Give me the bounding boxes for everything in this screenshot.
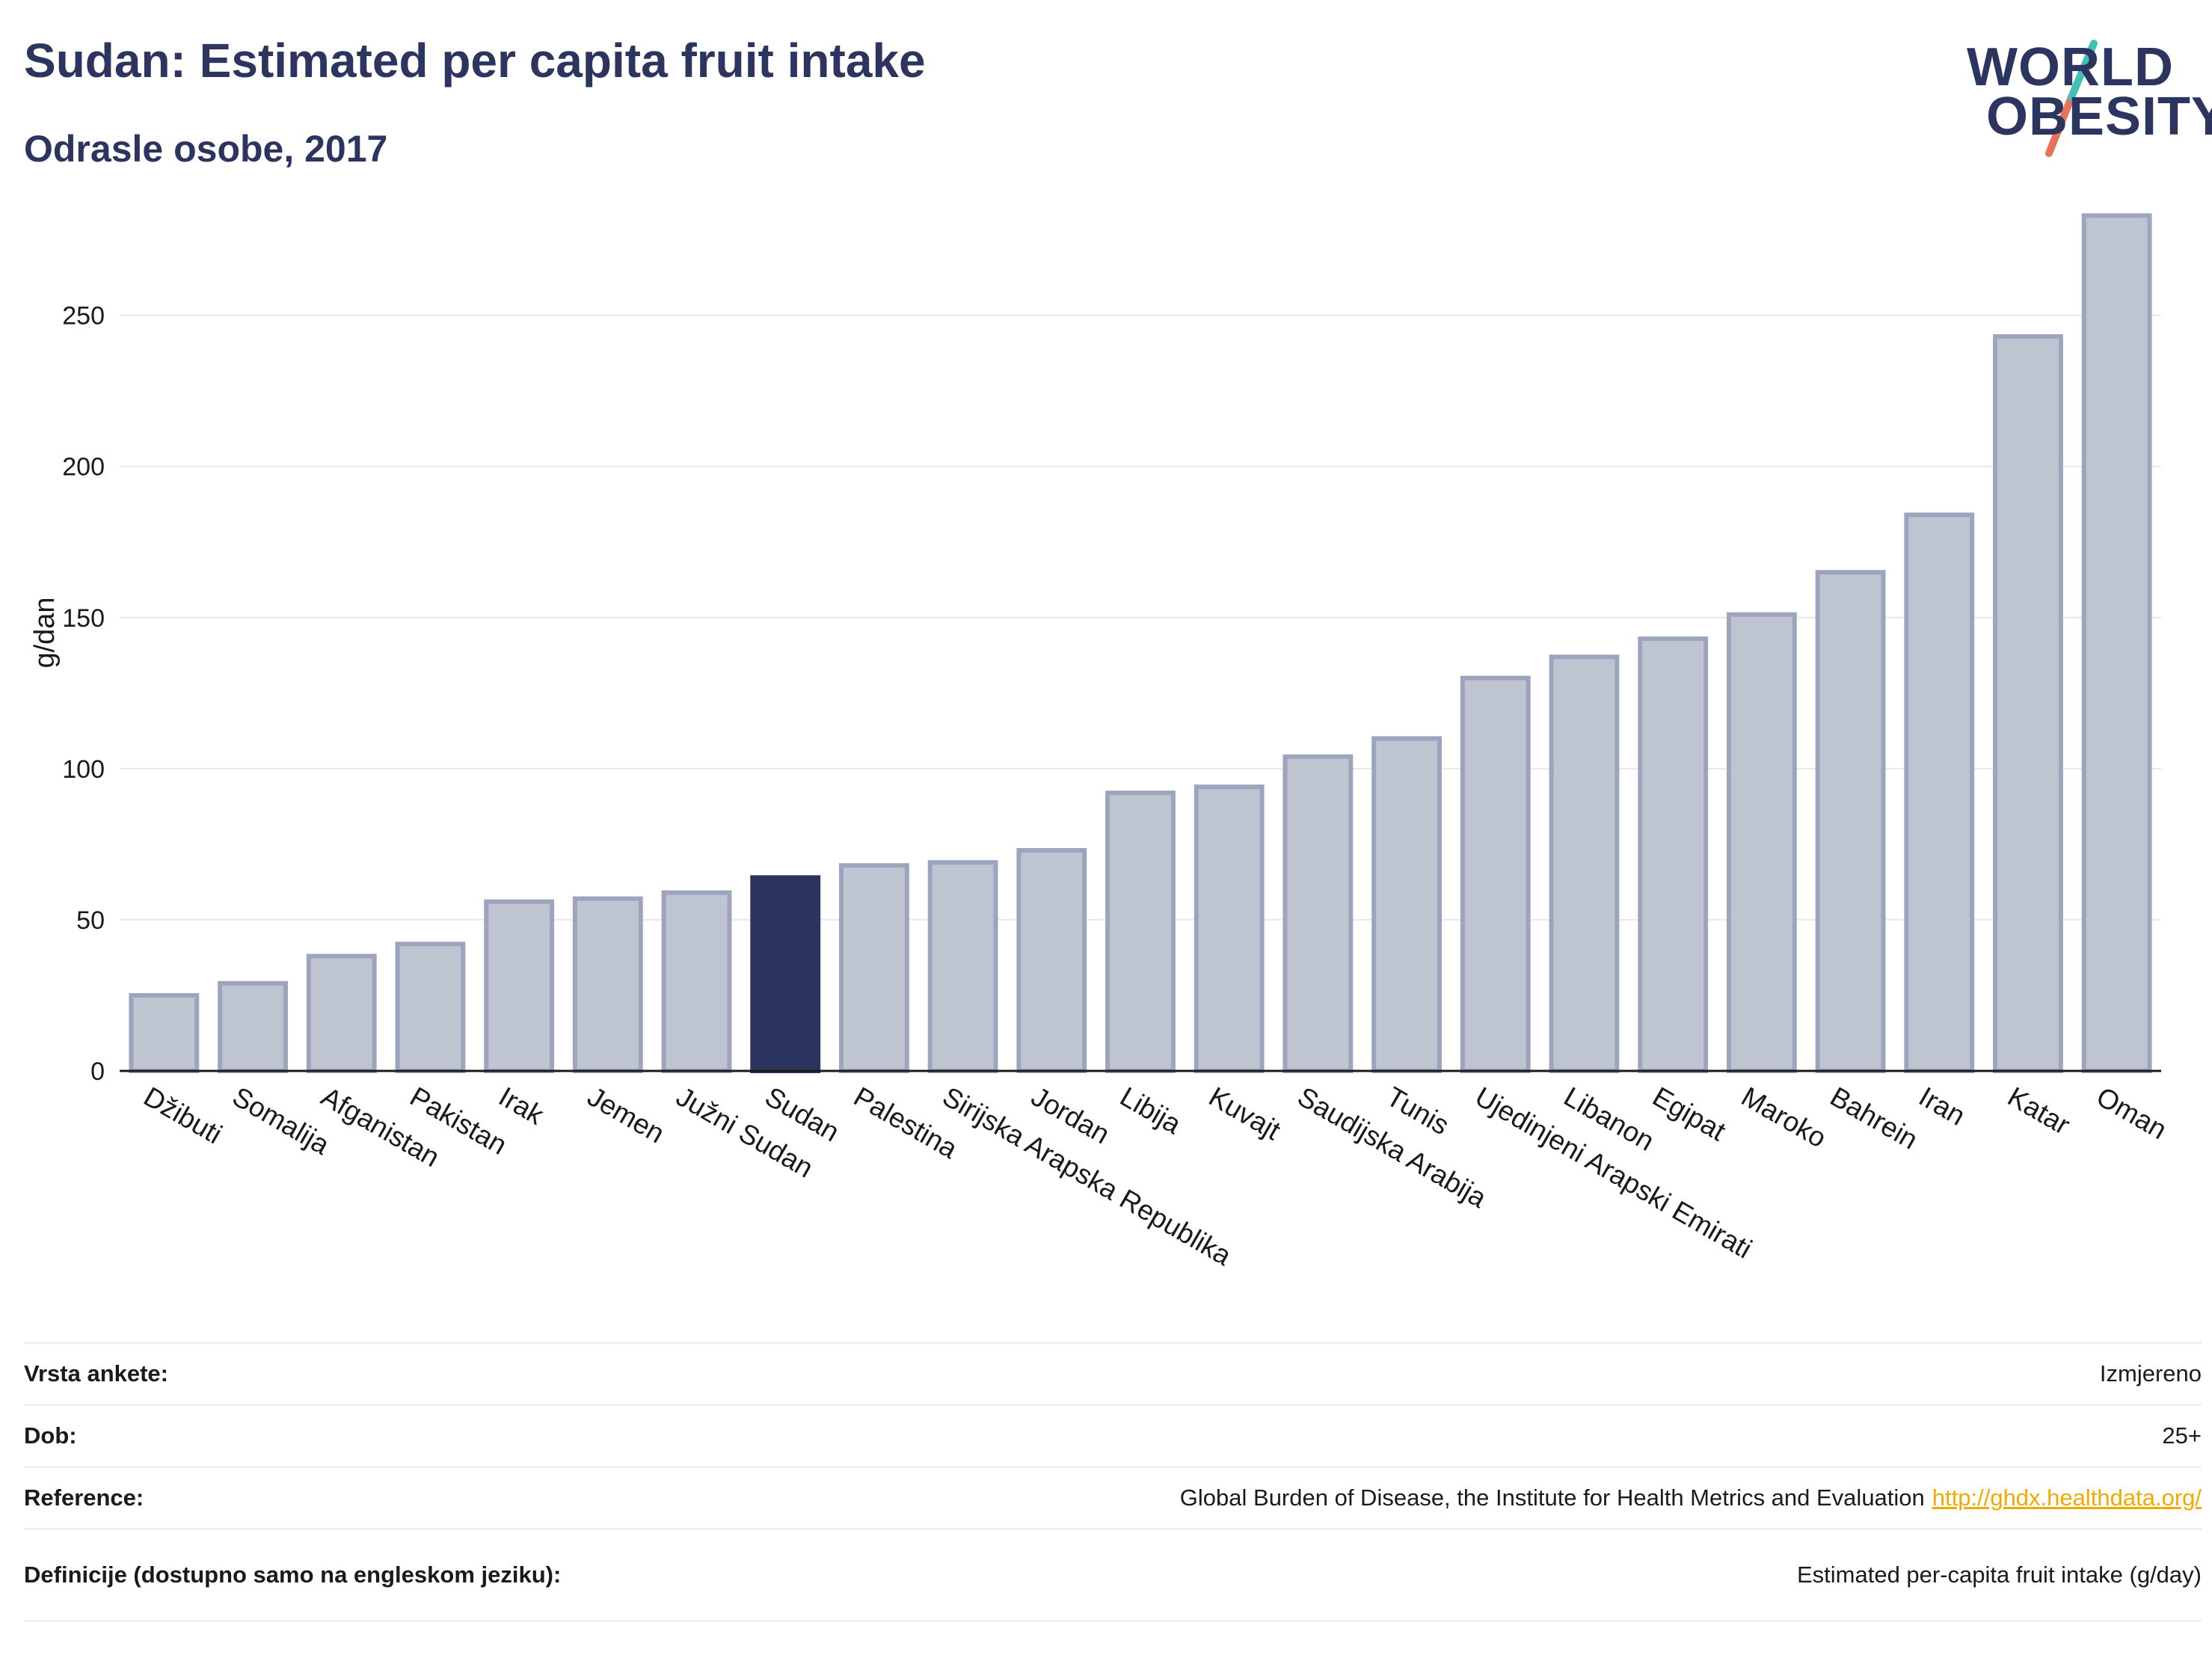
bar bbox=[2081, 213, 2152, 1073]
y-tick-label: 0 bbox=[90, 1057, 105, 1086]
info-value: Estimated per-capita fruit intake (g/day… bbox=[1796, 1562, 2202, 1588]
x-tick-label: Egipat bbox=[1647, 1081, 1731, 1146]
info-key: Definicije (dostupno samo na engleskom j… bbox=[24, 1562, 562, 1588]
bar bbox=[1371, 736, 1443, 1074]
reference-link[interactable]: http://ghdx.healthdata.org/ bbox=[1932, 1484, 2202, 1511]
bar bbox=[661, 890, 732, 1073]
bar bbox=[1815, 570, 1886, 1073]
info-row-definition: Definicije (dostupno samo na engleskom j… bbox=[24, 1528, 2202, 1622]
x-tick-label: Irak bbox=[494, 1081, 549, 1131]
x-tick-label: Oman bbox=[2092, 1081, 2172, 1145]
bar bbox=[927, 860, 998, 1073]
bar bbox=[1549, 654, 1620, 1073]
info-value: Izmjereno bbox=[2099, 1360, 2202, 1387]
bar bbox=[1460, 675, 1531, 1073]
y-tick-label: 100 bbox=[62, 755, 105, 784]
bar bbox=[1993, 334, 2063, 1073]
bar bbox=[1016, 847, 1087, 1073]
y-tick-label: 50 bbox=[76, 906, 105, 935]
reference-text: Global Burden of Disease, the Institute … bbox=[1179, 1484, 1925, 1511]
info-table: Vrsta ankete: Izmjereno Dob: 25+ Referen… bbox=[24, 1342, 2202, 1622]
bar bbox=[1726, 612, 1797, 1073]
x-tick-label: Iran bbox=[1914, 1081, 1970, 1131]
y-tick-label: 200 bbox=[62, 453, 105, 482]
logo-slash-icon bbox=[2045, 40, 2098, 157]
y-axis-label: g/dan bbox=[29, 597, 61, 668]
info-row-age: Dob: 25+ bbox=[24, 1404, 2202, 1466]
bar bbox=[1638, 636, 1709, 1073]
bar bbox=[484, 899, 555, 1073]
y-tick-label: 150 bbox=[62, 604, 105, 633]
bar bbox=[1193, 784, 1265, 1073]
bar bbox=[129, 992, 200, 1074]
bar bbox=[750, 875, 821, 1074]
x-tick-label: Jemen bbox=[583, 1081, 670, 1149]
bar bbox=[395, 942, 466, 1074]
x-tick-label: Somalija bbox=[227, 1081, 335, 1161]
logo-text-world: WORLD bbox=[1967, 37, 2174, 97]
info-key: Reference: bbox=[24, 1484, 144, 1511]
bar bbox=[1105, 790, 1176, 1073]
info-value: 25+ bbox=[2162, 1422, 2202, 1449]
info-value-reference: Global Burden of Disease, the Institute … bbox=[1180, 1484, 2202, 1511]
x-tick-label: Kuvajt bbox=[1204, 1081, 1286, 1146]
bar bbox=[306, 954, 377, 1074]
world-obesity-logo: WORLD OBESITY bbox=[1952, 22, 2212, 165]
x-tick-label: Maroko bbox=[1736, 1081, 1831, 1153]
bar bbox=[572, 896, 643, 1073]
y-tick-label: 250 bbox=[62, 302, 105, 331]
bar bbox=[838, 863, 909, 1073]
info-row-survey-type: Vrsta ankete: Izmjereno bbox=[24, 1342, 2202, 1404]
bar bbox=[1282, 754, 1354, 1073]
x-tick-label: Bahrein bbox=[1825, 1081, 1923, 1155]
chart-subtitle: Odrasle osobe, 2017 bbox=[24, 128, 388, 170]
info-key: Vrsta ankete: bbox=[24, 1360, 168, 1387]
x-tick-label: Katar bbox=[2003, 1081, 2075, 1140]
bar bbox=[218, 980, 288, 1074]
logo-text-obesity: OBESITY bbox=[1986, 87, 2212, 147]
info-key: Dob: bbox=[24, 1422, 77, 1449]
x-tick-label: Libija bbox=[1115, 1081, 1187, 1140]
x-tick-label: Džibuti bbox=[138, 1081, 227, 1149]
info-row-reference: Reference: Global Burden of Disease, the… bbox=[24, 1466, 2202, 1528]
chart-title: Sudan: Estimated per capita fruit intake bbox=[24, 34, 926, 87]
bar bbox=[1904, 512, 1975, 1073]
